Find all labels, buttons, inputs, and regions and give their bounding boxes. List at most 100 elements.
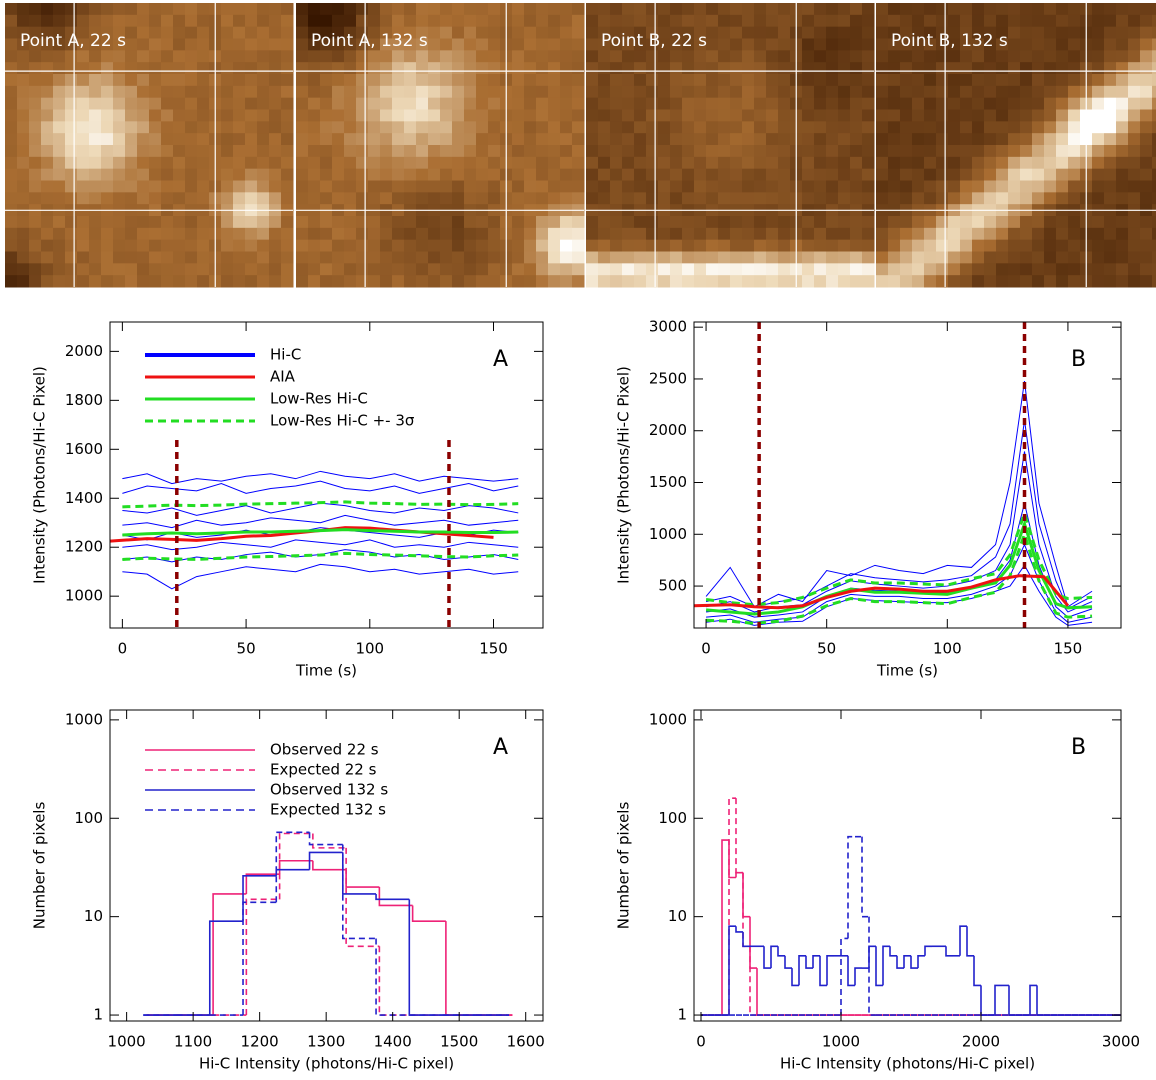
- pixel: [742, 121, 755, 134]
- pixel: [1032, 26, 1045, 39]
- pixel: [416, 85, 429, 99]
- pixel: [912, 3, 925, 16]
- pixel: [89, 156, 102, 170]
- pixel: [416, 263, 429, 276]
- pixel: [730, 26, 743, 39]
- pixel: [41, 156, 54, 170]
- pixel: [125, 109, 138, 122]
- pixel: [428, 3, 441, 16]
- pixel: [960, 145, 973, 158]
- pixel: [197, 85, 210, 99]
- pixel: [572, 180, 585, 193]
- pixel: [972, 156, 985, 170]
- pixel: [1020, 97, 1033, 110]
- pixel: [296, 192, 309, 205]
- pixel: [464, 251, 477, 264]
- pixel: [113, 156, 126, 170]
- pixel: [1032, 50, 1045, 63]
- pixel: [670, 62, 683, 75]
- pixel: [802, 275, 815, 288]
- x-tick-label: 3000: [1102, 1033, 1140, 1051]
- pixel: [718, 192, 731, 205]
- pixel: [670, 263, 683, 276]
- pixel: [125, 251, 138, 264]
- pixel: [17, 121, 30, 134]
- pixel: [948, 263, 961, 276]
- pixel: [778, 109, 791, 122]
- pixel: [41, 38, 54, 51]
- pixel: [706, 50, 719, 63]
- pixel: [730, 121, 743, 134]
- pixel: [512, 192, 525, 205]
- pixel: [356, 156, 369, 170]
- pixel: [850, 50, 863, 63]
- pixel: [948, 38, 961, 51]
- pixel: [89, 38, 102, 51]
- pixel: [838, 251, 851, 264]
- pixel: [380, 50, 393, 63]
- pixel: [332, 50, 345, 63]
- pixel: [149, 50, 162, 63]
- pixel: [512, 50, 525, 63]
- pixel: [670, 180, 683, 193]
- pixel: [754, 38, 767, 51]
- pixel: [586, 251, 599, 264]
- panel-label: Point B, 132 s: [891, 31, 1008, 51]
- pixel: [512, 3, 525, 16]
- pixel: [356, 121, 369, 134]
- x-tick-label: 1400: [374, 1033, 412, 1051]
- pixel: [368, 263, 381, 276]
- pixel: [876, 50, 889, 63]
- pixel: [730, 168, 743, 181]
- pixel: [1152, 168, 1156, 181]
- pixel: [838, 180, 851, 193]
- pixel: [41, 109, 54, 122]
- pixel: [610, 227, 623, 241]
- y-axis-label: Intensity (Photons/Hi-C Pixel): [31, 366, 49, 584]
- pixel: [718, 121, 731, 134]
- pixel: [524, 145, 537, 158]
- pixel: [332, 62, 345, 75]
- pixel: [536, 50, 549, 63]
- pixel: [658, 192, 671, 205]
- pixel: [125, 85, 138, 99]
- pixel: [560, 192, 573, 205]
- pixel: [586, 227, 599, 241]
- pixel: [598, 14, 611, 28]
- pixel: [838, 121, 851, 134]
- pixel: [332, 145, 345, 158]
- pixel: [53, 156, 66, 170]
- pixel: [1128, 26, 1141, 39]
- pixel: [924, 145, 937, 158]
- pixel: [29, 180, 42, 193]
- pixel: [1008, 109, 1021, 122]
- pixel: [476, 251, 489, 264]
- pixel: [125, 216, 138, 229]
- pixel: [682, 74, 695, 87]
- pixel: [924, 227, 937, 241]
- histogram-step: [341, 844, 377, 940]
- pixel: [185, 192, 198, 205]
- pixel: [269, 50, 282, 63]
- pixel: [862, 38, 875, 51]
- pixel: [233, 156, 246, 170]
- pixel: [464, 14, 477, 28]
- pixel: [257, 26, 270, 39]
- pixel: [802, 133, 815, 146]
- pixel: [900, 156, 913, 170]
- pixel: [320, 133, 333, 146]
- pixel: [572, 109, 585, 122]
- pixel: [101, 145, 114, 158]
- pixel: [900, 216, 913, 229]
- pixel: [41, 50, 54, 63]
- y-tick-label: 2500: [649, 369, 687, 387]
- series-line: [122, 500, 519, 509]
- pixel: [610, 275, 623, 288]
- pixel: [296, 263, 309, 276]
- pixel: [77, 227, 90, 241]
- pixel: [1056, 26, 1069, 39]
- pixel: [876, 97, 889, 110]
- pixel: [658, 121, 671, 134]
- pixel: [826, 180, 839, 193]
- pixel: [560, 74, 573, 87]
